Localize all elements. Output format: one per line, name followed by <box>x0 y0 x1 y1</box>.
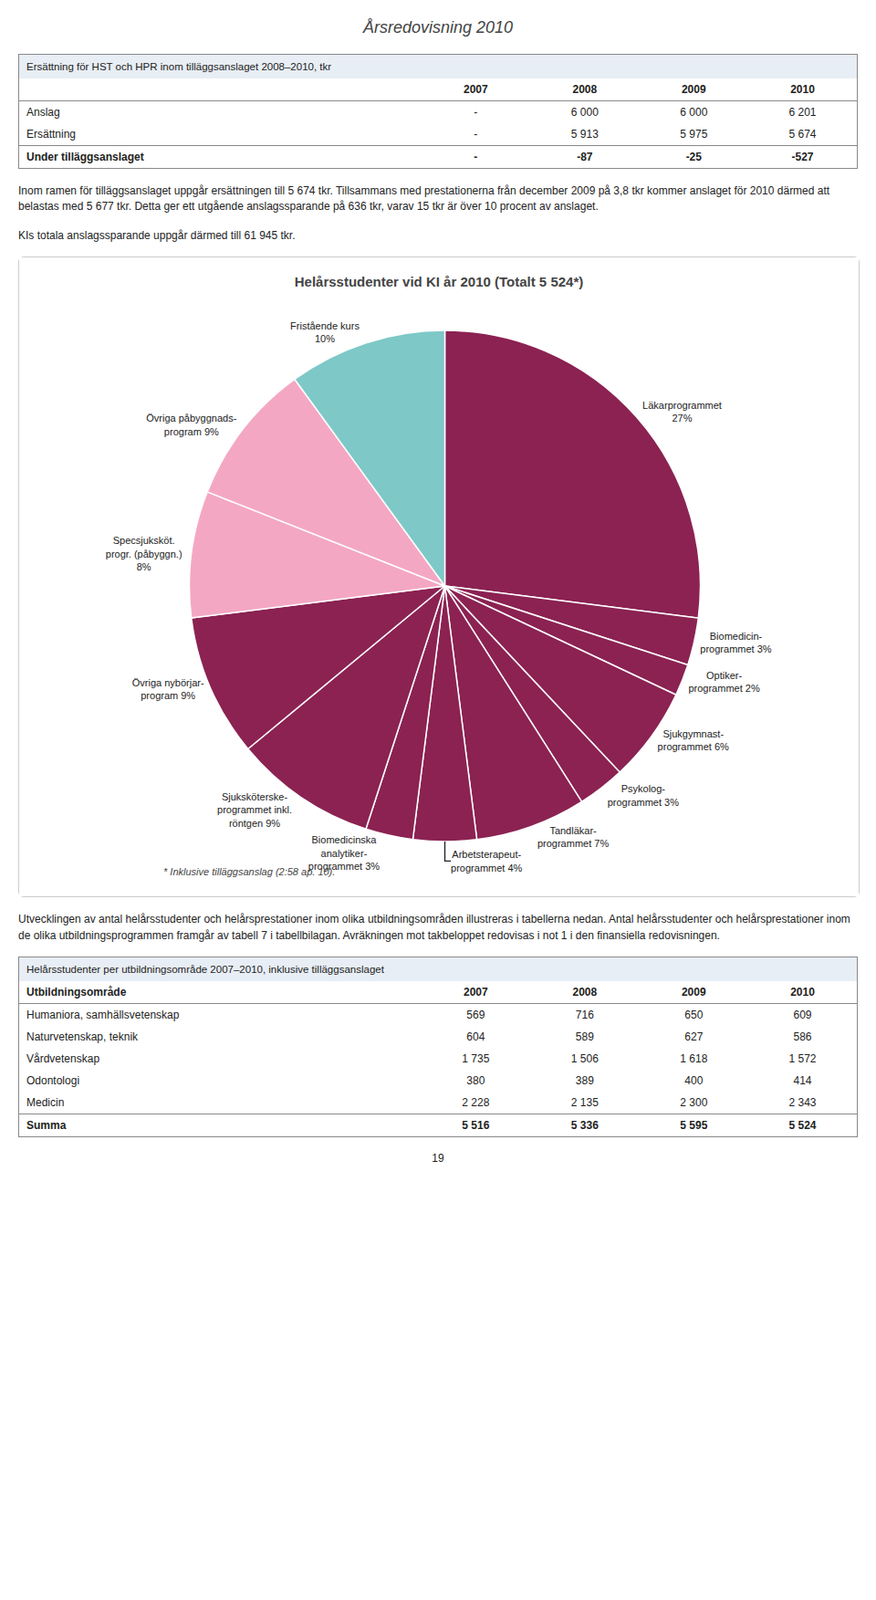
html-text:2009: 2009 <box>681 985 706 999</box>
html-text:5 595: 5 595 <box>680 1118 708 1132</box>
html-text:Inom ramen för tilläggsanslage: Inom ramen för tilläggsanslaget uppgår e… <box>18 184 830 213</box>
html-text:Summa: Summa <box>26 1118 67 1132</box>
svg-text:Tandläkar-programmet 7%: Tandläkar-programmet 7% <box>537 824 609 849</box>
html-text:6 000: 6 000 <box>571 105 599 119</box>
svg-text:Fristående kurs10%: Fristående kurs10% <box>290 320 360 345</box>
html-text:Årsredovisning 2010: Årsredovisning 2010 <box>363 18 513 37</box>
html-text:2 135: 2 135 <box>571 1095 599 1109</box>
svg-text:Psykolog-programmet 3%: Psykolog-programmet 3% <box>607 782 679 807</box>
html-text:2007: 2007 <box>463 83 488 96</box>
html-text:5 524: 5 524 <box>788 1118 817 1132</box>
svg-text:Optiker-programmet 2%: Optiker-programmet 2% <box>688 669 760 694</box>
html-text:389: 389 <box>575 1074 594 1087</box>
html-text:2008: 2008 <box>572 83 597 96</box>
html-text:Utbildningsområde: Utbildningsområde <box>26 985 127 999</box>
html-text:414: 414 <box>793 1074 812 1087</box>
html-text:609: 609 <box>793 1008 812 1022</box>
html-text:650: 650 <box>684 1008 703 1022</box>
html-text:2010: 2010 <box>790 985 815 999</box>
html-text:586: 586 <box>793 1030 812 1043</box>
html-text:1 506: 1 506 <box>571 1052 599 1065</box>
html-text:Utvecklingen av antal helårsst: Utvecklingen av antal helårsstudenter oc… <box>18 912 851 942</box>
html-text:2007: 2007 <box>463 985 488 999</box>
html-text:2008: 2008 <box>572 985 597 999</box>
html-text:5 913: 5 913 <box>571 127 599 141</box>
html-text:Odontologi: Odontologi <box>26 1074 80 1087</box>
html-text:604: 604 <box>466 1030 485 1043</box>
svg-text:Helårsstudenter vid KI år 2010: Helårsstudenter vid KI år 2010 (Totalt 5… <box>294 273 584 290</box>
html-text:716: 716 <box>575 1008 594 1022</box>
html-text:Naturvetenskap, teknik: Naturvetenskap, teknik <box>26 1030 138 1043</box>
html-text:2 300: 2 300 <box>680 1095 708 1109</box>
svg-text:Biomedicinskaanalytiker-progra: Biomedicinskaanalytiker-programmet 3% <box>308 834 380 872</box>
svg-text:Övriga påbyggnads-program 9%: Övriga påbyggnads-program 9% <box>146 412 237 437</box>
svg-text:* Inklusive tilläggsanslag (2:: * Inklusive tilläggsanslag (2:58 ap. 10)… <box>163 865 335 877</box>
html-text:2 228: 2 228 <box>461 1095 490 1109</box>
html-text:Humaniora, samhällsvetenskap: Humaniora, samhällsvetenskap <box>26 1008 180 1022</box>
html-text:19: 19 <box>431 1151 445 1165</box>
svg-text:Läkarprogrammet27%: Läkarprogrammet27% <box>642 399 722 424</box>
html-text:569: 569 <box>466 1008 485 1022</box>
html-text:5 674: 5 674 <box>788 127 817 141</box>
html-text:627: 627 <box>684 1030 703 1043</box>
html-text:Ersättning för HST och HPR ino: Ersättning för HST och HPR inom tilläggs… <box>26 61 332 73</box>
html-text:Under tilläggsanslaget: Under tilläggsanslaget <box>26 150 144 164</box>
svg-text:Arbetsterapeut-programmet 4%: Arbetsterapeut-programmet 4% <box>450 848 522 873</box>
html-text:Medicin: Medicin <box>26 1095 65 1109</box>
html-text:6 000: 6 000 <box>680 105 708 119</box>
svg-text:Sjuksköterske-programmet inkl.: Sjuksköterske-programmet inkl.röntgen 9% <box>217 791 292 829</box>
svg-text:Övriga nybörjar-program 9%: Övriga nybörjar-program 9% <box>132 677 205 701</box>
html-text:5 336: 5 336 <box>571 1118 599 1132</box>
html-text:400: 400 <box>684 1074 703 1087</box>
html-text:5 516: 5 516 <box>461 1118 490 1132</box>
html-text:6 201: 6 201 <box>788 105 817 119</box>
html-text:380: 380 <box>466 1074 485 1087</box>
html-text:1 618: 1 618 <box>680 1052 708 1065</box>
html-text:2009: 2009 <box>681 83 706 96</box>
svg-text:Sjukgymnast-programmet 6%: Sjukgymnast-programmet 6% <box>657 728 730 752</box>
html-text:1 735: 1 735 <box>461 1052 490 1065</box>
html-text:Helårsstudenter per utbildning: Helårsstudenter per utbildningsområde 20… <box>26 963 385 975</box>
html-text:1 572: 1 572 <box>788 1052 817 1065</box>
html-text:2 343: 2 343 <box>788 1095 817 1109</box>
html-text:Vårdvetenskap: Vårdvetenskap <box>26 1052 100 1065</box>
html-text:2010: 2010 <box>790 83 815 96</box>
svg-text:Specsjuksköt.progr. (påbyggn.): Specsjuksköt.progr. (påbyggn.)8% <box>105 534 183 573</box>
html-text:589: 589 <box>575 1030 594 1043</box>
html-text:-527: -527 <box>791 150 814 164</box>
html-text:-87: -87 <box>576 150 593 164</box>
html-text:5 975: 5 975 <box>680 127 708 141</box>
svg-text:Biomedicin-programmet 3%: Biomedicin-programmet 3% <box>699 630 772 655</box>
html-text:KIs totala anslagssparande upp: KIs totala anslagssparande uppgår därmed… <box>18 228 296 242</box>
html-text:Anslag: Anslag <box>26 105 60 119</box>
html-text:-25: -25 <box>685 150 702 164</box>
html-text:Ersättning: Ersättning <box>26 127 76 141</box>
